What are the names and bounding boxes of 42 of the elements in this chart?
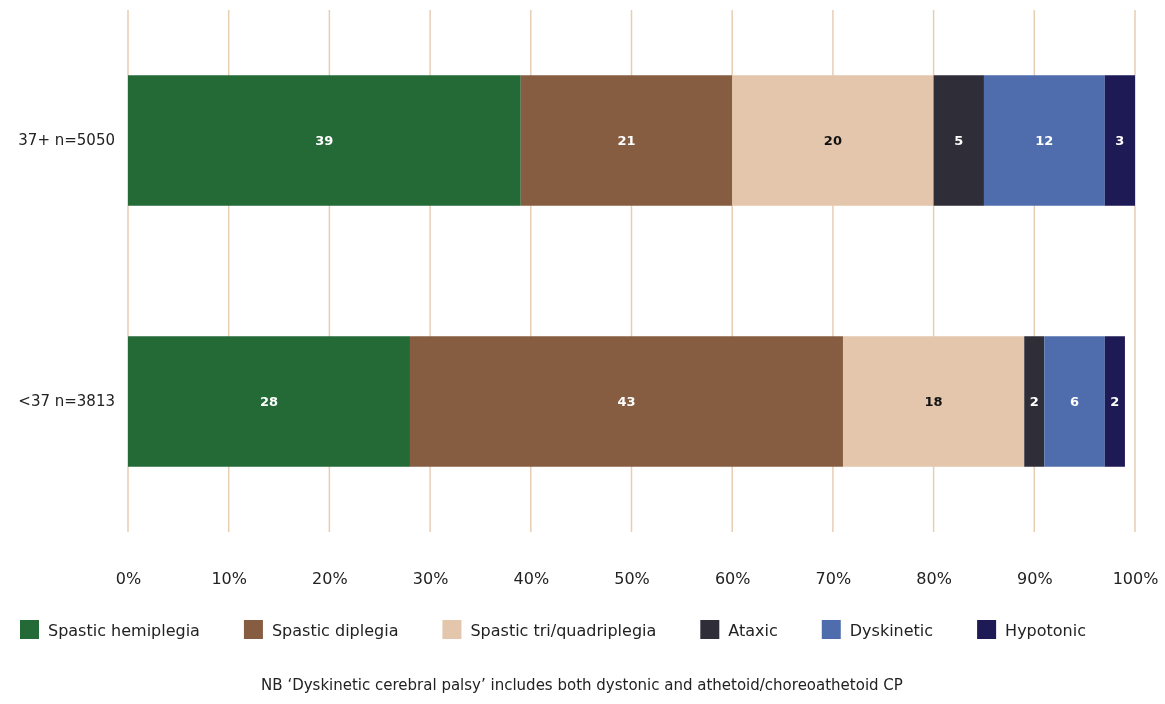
data-label: 6: [1070, 394, 1080, 409]
x-tick-label: 20%: [312, 569, 348, 589]
data-label: 20: [823, 133, 842, 148]
y-tick-label: <37 n=3813: [18, 392, 115, 411]
bar: [1104, 336, 1125, 467]
data-label: 2: [1029, 394, 1039, 409]
legend-label: Spastic hemiplegia: [48, 620, 200, 640]
data-label: 39: [315, 133, 334, 148]
data-label: 43: [617, 394, 636, 409]
legend-label: Spastic tri/quadriplegia: [470, 620, 657, 640]
bar: [409, 336, 843, 467]
legend-label: Hypotonic: [1005, 620, 1086, 640]
x-tick-label: 100%: [1112, 569, 1159, 589]
text: NB ‘Dyskinetic cerebral palsy’ includes both dystonic and athetoid/choreoathetoid CP: [261, 676, 903, 694]
bar: [933, 75, 984, 206]
data-label: 3: [1115, 133, 1125, 148]
data-label: 18: [924, 394, 943, 409]
x-tick-label: 30%: [412, 569, 449, 589]
x-tick-label: 0%: [115, 569, 142, 589]
bar: [1104, 75, 1135, 206]
bar: [1024, 336, 1045, 467]
x-tick-label: 60%: [714, 569, 751, 589]
data-label: 5: [954, 133, 964, 148]
x-tick-label: 10%: [211, 569, 247, 589]
x-tick-label: 90%: [1017, 569, 1053, 589]
y-tick-label: 37+ n=5050: [18, 131, 115, 150]
data-label: 28: [259, 394, 279, 409]
data-label: 21: [617, 133, 636, 148]
bar: [1044, 336, 1105, 467]
data-label: 12: [1035, 133, 1054, 148]
bar: [128, 336, 410, 467]
legend-label: Ataxic: [728, 620, 778, 640]
data-label: 2: [1110, 394, 1120, 409]
bar: [520, 75, 733, 206]
x-tick-label: 40%: [513, 569, 550, 589]
x-tick-label: 50%: [614, 569, 650, 589]
legend-label: Spastic diplegia: [271, 620, 399, 640]
bar: [128, 75, 521, 206]
x-tick-label: 70%: [815, 569, 852, 589]
legend-label: Dyskinetic: [849, 620, 934, 640]
x-tick-label: 80%: [916, 569, 952, 589]
bar: [983, 75, 1105, 206]
